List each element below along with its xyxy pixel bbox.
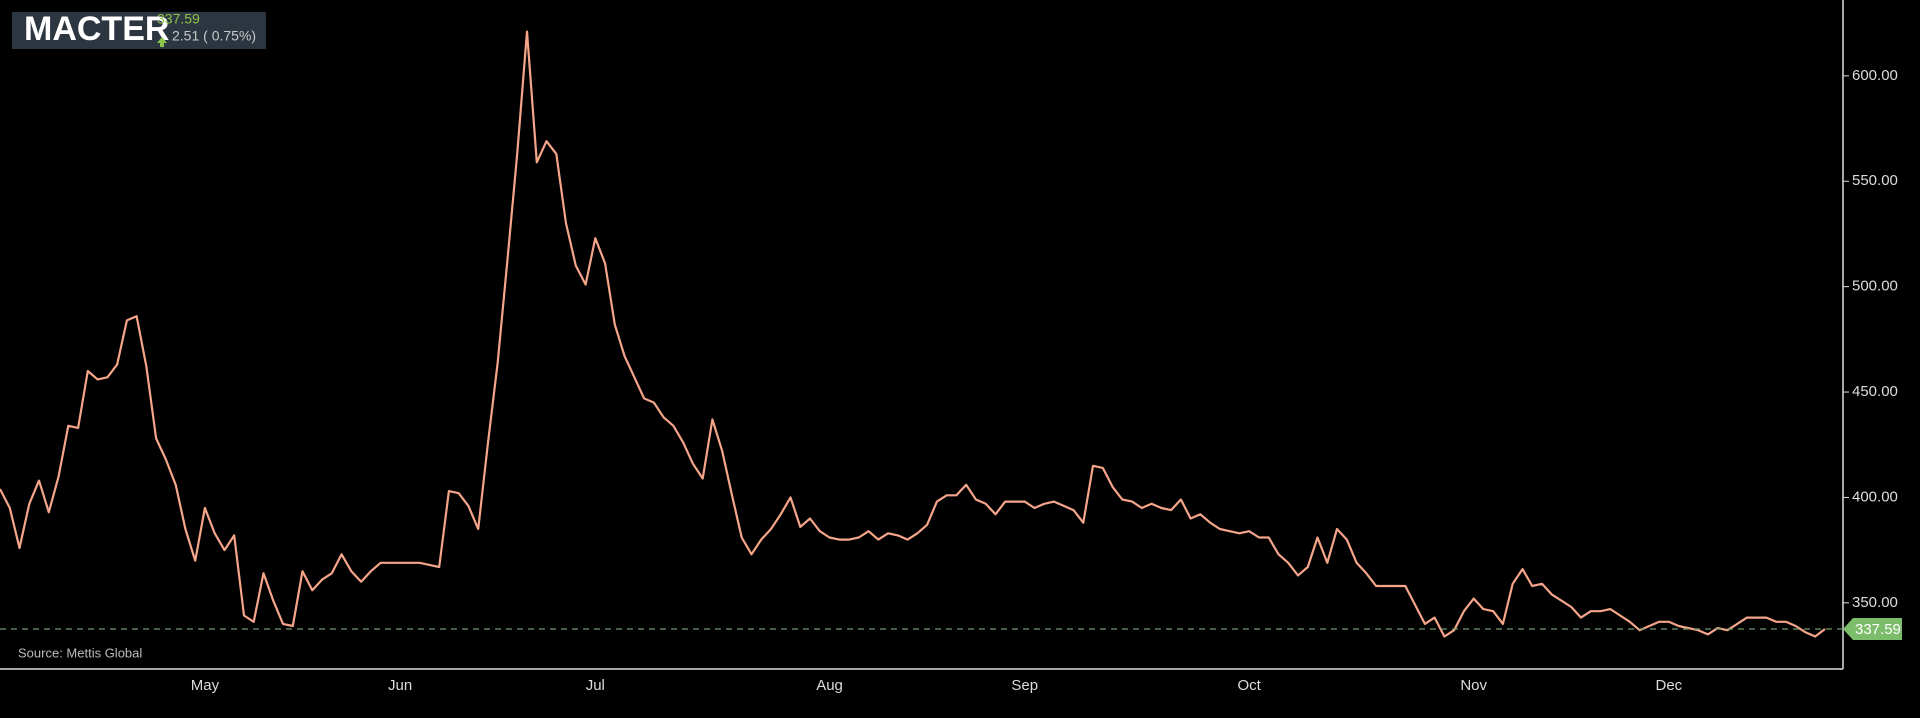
y-tick-label: 550.00 bbox=[1852, 172, 1898, 189]
x-tick-label: May bbox=[191, 677, 220, 694]
source: Source: Mettis Global bbox=[18, 645, 142, 660]
x-tick-label: Sep bbox=[1011, 677, 1038, 694]
y-tick-label: 400.00 bbox=[1852, 488, 1898, 505]
x-tick-label: Jul bbox=[586, 677, 605, 694]
y-tick-label: 500.00 bbox=[1852, 278, 1898, 295]
price-line bbox=[0, 30, 1826, 638]
last-price-tag bbox=[1843, 617, 1902, 640]
x-tick-label: Nov bbox=[1460, 677, 1487, 694]
price: 337.59 bbox=[157, 11, 200, 27]
y-tick-label: 350.00 bbox=[1852, 594, 1898, 611]
last-price-label: 337.59 bbox=[1855, 621, 1901, 638]
x-tick-label: Dec bbox=[1656, 677, 1683, 694]
ticker-box bbox=[12, 12, 266, 49]
x-tick-label: Jun bbox=[388, 677, 412, 694]
change: 2.51 ( 0.75%) bbox=[172, 28, 256, 44]
y-tick-label: 600.00 bbox=[1852, 67, 1898, 84]
x-tick-label: Aug bbox=[816, 677, 843, 694]
x-tick-label: Oct bbox=[1238, 677, 1262, 694]
y-tick-label: 450.00 bbox=[1852, 383, 1898, 400]
up-arrow bbox=[157, 37, 167, 47]
ticker: MACTER bbox=[24, 10, 169, 48]
